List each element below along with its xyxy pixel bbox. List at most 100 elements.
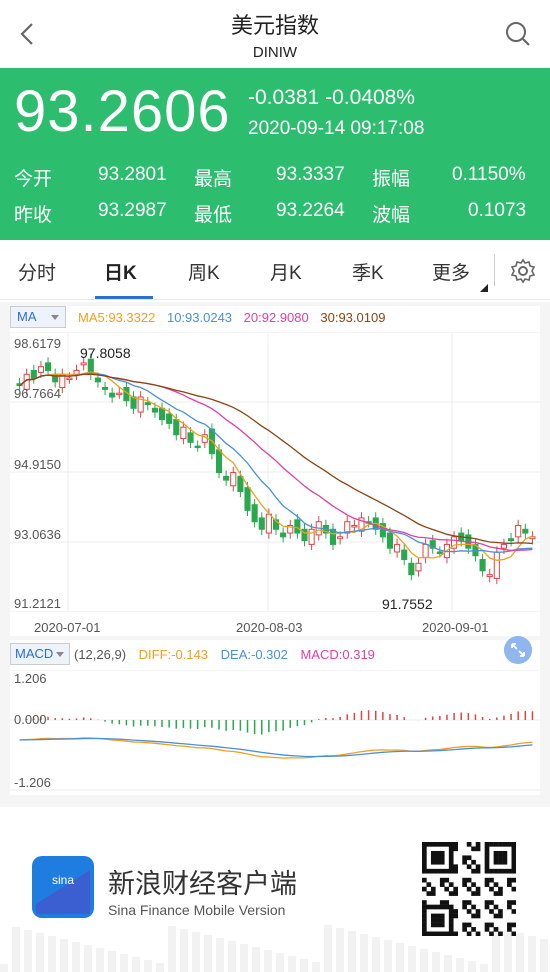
qr-module [462,855,467,861]
qr-module [466,900,472,905]
tab-quarterly-k[interactable]: 季K [352,263,384,284]
qr-module [475,868,481,874]
qr-module [511,859,516,865]
qr-module [422,922,427,928]
ma-selector[interactable]: MA [10,306,66,328]
back-arrow-icon[interactable] [14,16,42,52]
qr-module [471,927,476,932]
qr-module [484,922,490,928]
wave-value: 0.1073 [468,200,527,221]
macd-y-zero: 0.000 [14,712,47,727]
qr-module [444,886,450,892]
qr-module [502,859,508,865]
candle [386,532,394,549]
qr-module [502,850,508,856]
x-label-1: 2020-07-01 [34,620,101,635]
qr-module [439,855,445,861]
qr-module [507,900,512,905]
candle [258,517,265,530]
qr-module [453,909,459,914]
macd-panel [10,640,540,795]
candle [351,524,358,528]
qr-module [448,850,454,856]
qr-module [448,891,454,896]
qr-module [475,913,481,919]
qr-module [422,864,427,870]
qr-module [448,927,454,932]
decor-bar [204,935,212,972]
qr-module [430,886,436,892]
qr-module [426,904,432,910]
gear-icon[interactable] [510,258,536,284]
macd-selector[interactable]: MACD [10,643,70,665]
qr-module [435,922,441,928]
dea-value: DEA:-0.302 [220,647,288,662]
y-label-5: 91.2121 [14,596,61,611]
candle [101,386,109,390]
qr-module [489,909,494,914]
tab-monthly-k[interactable]: 月K [270,263,302,284]
macd-chart[interactable] [10,670,540,792]
x-label-3: 2020-09-01 [422,620,489,635]
brand-chinese: 新浪财经客户端 [108,869,297,899]
candle [66,377,73,381]
candle [244,487,251,511]
tab-divider [494,254,495,286]
qr-module [422,859,427,865]
qr-module [422,904,427,910]
decor-bar [0,964,8,972]
qr-module [435,913,441,919]
qr-module [426,882,432,887]
candle [180,426,187,440]
qr-code [422,842,516,936]
sina-logo-icon[interactable]: sina [32,856,94,918]
qr-module [422,855,427,861]
qr-module [444,931,450,936]
qr-module [422,918,427,923]
qr-module [444,877,450,883]
wave-label: 波幅 [372,205,411,226]
qr-module [448,882,454,887]
qr-module [511,855,516,861]
tab-weekly-k[interactable]: 周K [188,263,220,284]
kline-chart[interactable] [10,332,540,612]
macd-value: MACD:0.319 [300,647,375,662]
candle [137,396,144,413]
prev-close-label: 昨收 [14,205,53,226]
high-value: 93.3337 [276,164,345,185]
qr-module [498,855,503,861]
qr-module [430,904,436,910]
search-icon[interactable] [504,20,532,48]
qr-module [489,868,494,874]
candle [337,536,344,540]
qr-module [448,842,454,847]
expand-icon[interactable] [504,636,532,664]
macd-y-bottom: -1.206 [14,775,51,790]
candle [451,536,458,549]
qr-module [484,877,490,883]
decor-bar [120,954,128,972]
qr-module [435,918,441,923]
tab-intraday[interactable]: 分时 [18,263,57,284]
ma20-value: 20:92.9080 [243,310,309,325]
tab-daily-k[interactable]: 日K [104,263,137,284]
candle [508,538,515,542]
qr-module [422,909,427,914]
decor-bar [300,959,308,972]
decor-bar [228,941,236,972]
qr-module [422,927,427,932]
decor-bar [252,947,260,972]
qr-module [435,931,441,936]
decor-bar [384,940,392,972]
qr-module [426,868,432,874]
tab-more[interactable]: 更多 [432,263,471,284]
qr-module [466,909,472,914]
qr-module [511,864,516,870]
qr-module [511,931,516,936]
qr-module [493,882,499,887]
y-label-4: 93.0636 [14,527,61,542]
qr-module [475,891,481,896]
qr-module [471,913,476,919]
qr-module [422,842,427,847]
qr-module [484,859,490,865]
